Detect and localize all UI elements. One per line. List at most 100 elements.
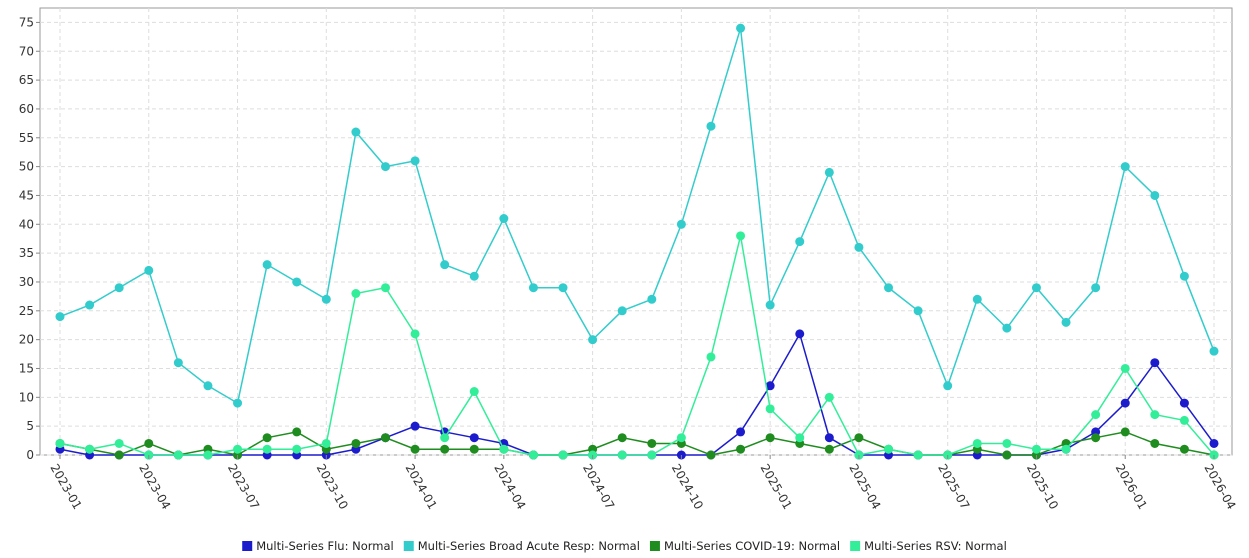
legend-label: Multi-Series Flu: Normal xyxy=(256,539,394,553)
data-point xyxy=(558,283,568,293)
data-point xyxy=(85,444,95,454)
y-tick-label: 70 xyxy=(19,44,34,58)
data-point xyxy=(588,335,598,345)
data-point xyxy=(1179,415,1189,425)
data-point xyxy=(233,444,243,454)
data-point xyxy=(736,444,746,454)
data-point xyxy=(440,433,450,443)
series-line xyxy=(59,431,1215,456)
data-point xyxy=(1031,444,1041,454)
legend-item: Multi-Series COVID-19: Normal xyxy=(649,539,840,553)
data-point xyxy=(233,398,243,408)
data-point xyxy=(1150,358,1160,368)
data-point xyxy=(292,277,302,287)
x-tick-label: 2023-10 xyxy=(314,462,351,512)
y-tick-label: 60 xyxy=(19,102,34,116)
x-tick-label: 2026-01 xyxy=(1113,462,1150,512)
y-tick-label: 10 xyxy=(19,390,34,404)
x-tick-label: 2023-01 xyxy=(47,462,84,512)
data-point xyxy=(55,438,65,448)
data-point xyxy=(1091,433,1101,443)
y-tick-label: 25 xyxy=(19,304,34,318)
data-point xyxy=(913,306,923,316)
x-tick-label: 2024-04 xyxy=(491,462,528,512)
data-point xyxy=(972,438,982,448)
data-point xyxy=(1091,283,1101,293)
data-point xyxy=(736,427,746,437)
data-point xyxy=(114,450,124,460)
data-point xyxy=(262,433,272,443)
data-point xyxy=(765,300,775,310)
data-point xyxy=(824,392,834,402)
data-point xyxy=(351,127,361,137)
x-tick-label: 2023-04 xyxy=(136,462,173,512)
y-tick-label: 75 xyxy=(19,15,34,29)
data-point xyxy=(1150,438,1160,448)
x-tick-label: 2025-01 xyxy=(758,462,795,512)
legend-item: Multi-Series Flu: Normal xyxy=(242,539,394,553)
data-point xyxy=(647,438,657,448)
data-point xyxy=(617,306,627,316)
data-point xyxy=(262,444,272,454)
x-tick-label: 2025-04 xyxy=(846,462,883,512)
y-tick-label: 55 xyxy=(19,131,34,145)
series-line xyxy=(59,235,1215,456)
legend-swatch xyxy=(649,541,660,551)
series-line xyxy=(59,27,1215,405)
data-point xyxy=(736,23,746,33)
data-point xyxy=(1002,323,1012,333)
data-point xyxy=(558,450,568,460)
data-point xyxy=(1209,438,1219,448)
data-point xyxy=(736,231,746,241)
data-point xyxy=(1120,363,1130,373)
data-point xyxy=(824,444,834,454)
data-point xyxy=(795,433,805,443)
data-point xyxy=(676,219,686,229)
x-tick-label: 2024-07 xyxy=(580,462,617,512)
data-point xyxy=(203,381,213,391)
data-point xyxy=(114,283,124,293)
data-point xyxy=(1120,427,1130,437)
data-point xyxy=(469,433,479,443)
data-point xyxy=(499,444,509,454)
data-point xyxy=(173,450,183,460)
data-point xyxy=(1002,438,1012,448)
data-point xyxy=(824,433,834,443)
y-tick-label: 40 xyxy=(19,217,34,231)
data-point xyxy=(1061,317,1071,327)
data-point xyxy=(943,381,953,391)
data-point xyxy=(1179,398,1189,408)
data-point xyxy=(144,265,154,275)
data-point xyxy=(469,271,479,281)
data-point xyxy=(173,358,183,368)
y-tick-label: 5 xyxy=(26,419,34,433)
data-point xyxy=(1179,444,1189,454)
legend-label: Multi-Series COVID-19: Normal xyxy=(664,539,840,553)
data-point xyxy=(706,352,716,362)
legend-swatch xyxy=(242,541,253,551)
x-tick-label: 2026-04 xyxy=(1201,462,1238,512)
data-point xyxy=(440,444,450,454)
data-point xyxy=(884,283,894,293)
y-tick-label: 30 xyxy=(19,275,34,289)
legend-item: Multi-Series Broad Acute Resp: Normal xyxy=(403,539,640,553)
data-point xyxy=(824,167,834,177)
x-tick-label: 2025-07 xyxy=(935,462,972,512)
y-tick-label: 20 xyxy=(19,333,34,347)
data-point xyxy=(351,289,361,299)
data-point xyxy=(410,421,420,431)
data-point xyxy=(1002,450,1012,460)
data-point xyxy=(972,294,982,304)
data-point xyxy=(380,162,390,172)
data-point xyxy=(913,450,923,460)
data-point xyxy=(1179,271,1189,281)
legend-label: Multi-Series Broad Acute Resp: Normal xyxy=(418,539,640,553)
data-point xyxy=(706,121,716,131)
data-point xyxy=(410,444,420,454)
data-point xyxy=(884,444,894,454)
data-point xyxy=(203,450,213,460)
data-point xyxy=(469,387,479,397)
data-point xyxy=(469,444,479,454)
legend-swatch xyxy=(403,541,414,551)
data-point xyxy=(321,294,331,304)
